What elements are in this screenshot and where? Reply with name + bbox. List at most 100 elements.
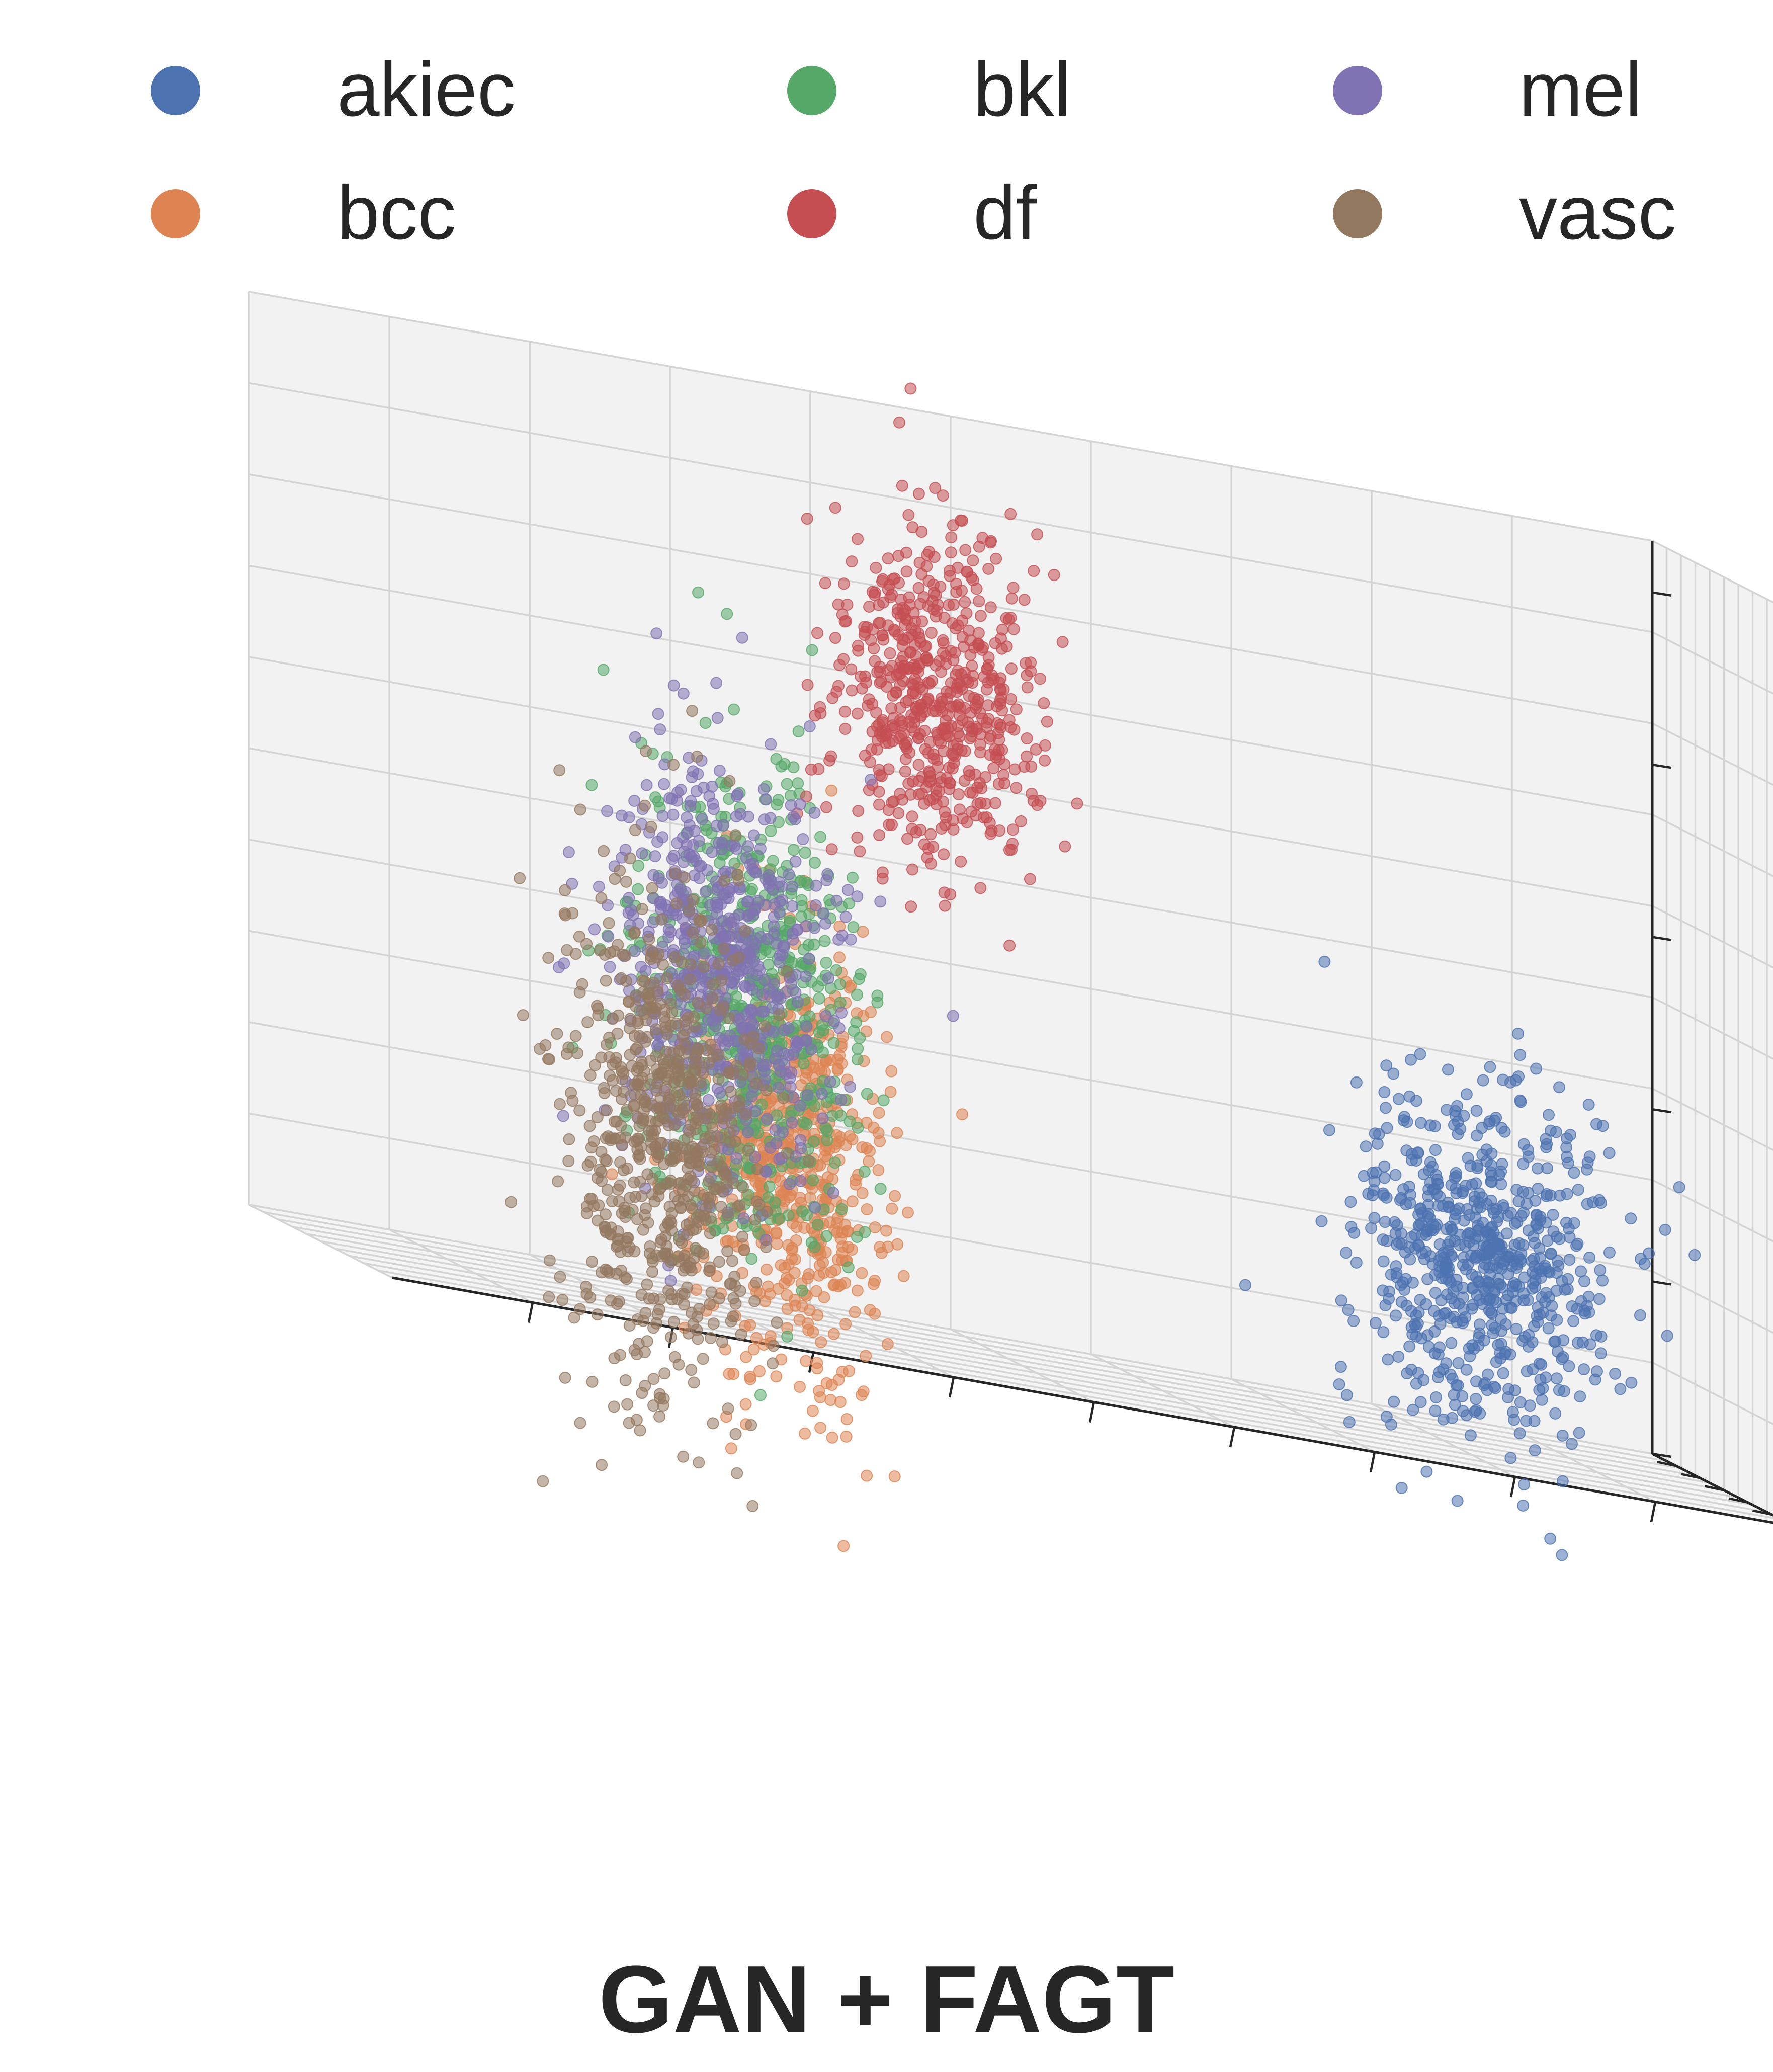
data-point-vasc [728,1178,739,1189]
data-point-df [952,665,963,676]
data-point-df [970,769,981,780]
data-point-vasc [615,1350,626,1361]
data-point-df [860,750,871,761]
data-point-vasc [714,1256,725,1267]
data-point-vasc [750,1277,762,1288]
data-point-akiec [1429,1326,1440,1337]
data-point-akiec [1583,1291,1594,1302]
data-point-bkl [851,1017,862,1028]
data-point-vasc [744,1060,755,1071]
data-point-akiec [1474,1408,1485,1419]
data-point-akiec [1396,1228,1407,1239]
data-point-vasc [679,989,690,1001]
data-point-vasc [691,1147,702,1158]
data-point-akiec [1551,1127,1562,1138]
data-point-vasc [551,1028,562,1039]
data-point-akiec [1501,1228,1512,1239]
data-point-vasc [596,1267,607,1278]
data-point-df [931,706,942,717]
data-point-akiec [1343,1304,1354,1315]
data-point-akiec [1597,1275,1608,1286]
data-point-bkl [854,973,865,984]
data-point-mel [731,791,742,802]
data-point-vasc [561,945,572,956]
data-point-df [1010,782,1022,793]
data-point-akiec [1484,1061,1495,1072]
data-point-bkl [814,993,825,1004]
data-point-bkl [859,1166,870,1177]
data-point-akiec [1480,1259,1491,1270]
data-point-akiec [1548,1209,1559,1220]
data-point-vasc [632,1214,643,1225]
data-point-akiec [1557,1430,1568,1441]
data-point-vasc [575,1418,586,1429]
data-point-mel [774,896,785,907]
data-point-bcc [825,1394,836,1405]
data-point-df [923,575,934,587]
data-point-akiec [1453,1358,1464,1369]
data-point-mel [804,721,815,732]
data-point-akiec [1478,1075,1489,1086]
data-point-df [871,707,882,718]
data-point-df [883,584,894,595]
data-point-mel [842,884,854,895]
data-point-mel [759,814,770,825]
data-point-vasc [734,1095,745,1106]
data-point-vasc [740,1108,751,1119]
data-point-bcc [837,1366,848,1377]
data-point-akiec [1529,1253,1540,1264]
data-point-bcc [794,1381,805,1392]
data-point-akiec [1561,1217,1572,1228]
data-point-df [930,660,941,671]
data-point-mel [765,990,776,1002]
data-point-mel [828,1187,839,1198]
data-point-bcc [799,1428,810,1439]
data-point-mel [742,841,753,852]
data-point-df [994,695,1005,706]
data-point-mel [682,827,693,838]
data-point-bcc [957,1109,968,1120]
data-point-vasc [621,876,632,887]
data-point-vasc [561,1048,572,1059]
data-point-akiec [1550,1408,1561,1419]
data-point-mel [641,780,652,791]
data-point-df [921,549,933,560]
data-point-akiec [1574,1427,1585,1438]
data-point-akiec [1425,1177,1436,1188]
data-point-bkl [872,997,883,1008]
data-point-bkl [700,717,711,728]
data-point-mel [746,1005,757,1016]
data-point-vasc [750,1078,762,1089]
data-point-bcc [826,1379,837,1390]
data-point-akiec [1551,1285,1562,1296]
data-point-vasc [639,976,650,987]
data-point-akiec [1674,1182,1685,1193]
data-point-vasc [669,1191,681,1202]
data-point-akiec [1348,1315,1359,1327]
data-point-akiec [1610,1368,1621,1379]
data-point-akiec [1563,1361,1574,1372]
data-point-akiec [1340,1247,1352,1258]
data-point-bcc [856,1268,867,1279]
data-point-akiec [1404,1198,1415,1209]
data-point-akiec [1407,1277,1418,1288]
data-point-df [1006,663,1017,674]
data-point-df [916,788,927,799]
data-point-vasc [640,745,651,757]
data-point-vasc [614,1180,625,1191]
data-point-vasc [622,1399,633,1410]
data-point-df [940,723,951,734]
data-point-akiec [1361,1141,1372,1152]
data-point-vasc [630,1001,641,1012]
data-point-df [922,852,933,863]
data-point-akiec [1404,1341,1415,1352]
data-point-vasc [596,1176,607,1187]
data-point-bcc [826,785,837,796]
data-point-df [967,555,978,566]
data-point-vasc [681,1180,692,1191]
data-point-vasc [569,1312,580,1323]
data-point-akiec [1471,1105,1482,1116]
data-point-akiec [1406,1321,1417,1333]
data-point-bcc [771,1228,782,1239]
